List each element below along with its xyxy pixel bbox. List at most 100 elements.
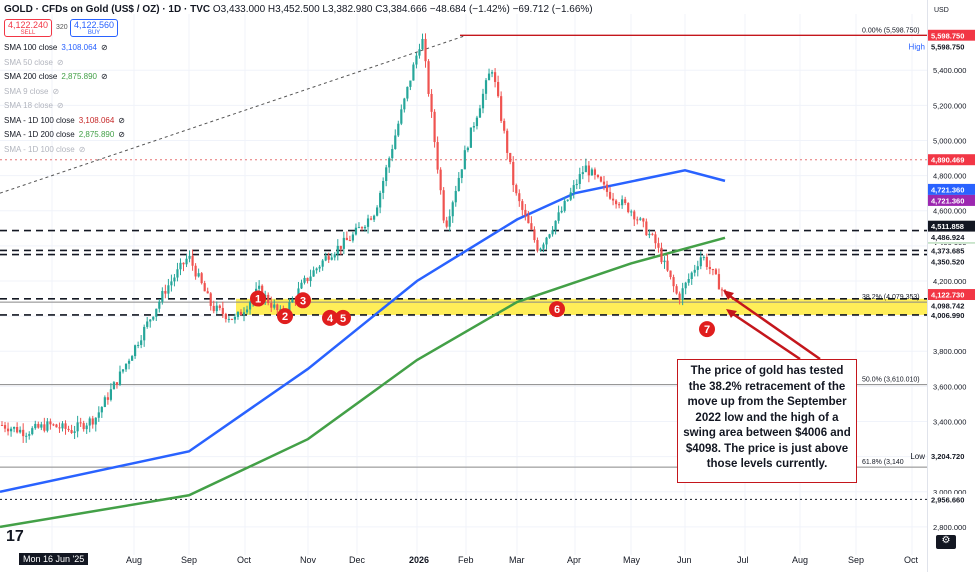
candle-body-220 <box>666 260 669 271</box>
candle-body-182 <box>551 230 554 235</box>
symbol-title[interactable]: GOLD · CFDs on Gold (US$ / OZ) · 1D · TV… <box>4 4 211 15</box>
currency-label: USD <box>934 7 949 14</box>
candle-body-65 <box>197 273 200 277</box>
candle-body-167 <box>506 130 509 153</box>
candle-body-8 <box>25 435 28 437</box>
price-tag-13: 3,204.720 <box>931 452 964 461</box>
candle-body-203 <box>614 200 618 205</box>
candle-body-5 <box>16 427 19 433</box>
visibility-eye-icon[interactable]: ⊘ <box>56 57 64 67</box>
legend-row-7[interactable]: SMA - 1D 100 close ⊘ <box>4 145 85 154</box>
candle-body-164 <box>497 81 500 97</box>
sell-label: SELL <box>20 30 36 36</box>
candle-body-2 <box>6 428 10 432</box>
price-chart[interactable]: 0.00% (5,598.750) 38.2% (4,079.353) 50.0% … <box>0 0 927 572</box>
legend-row-3[interactable]: SMA 9 close ⊘ <box>4 87 59 96</box>
chart-header: GOLD · CFDs on Gold (US$ / OZ) · 1D · TV… <box>4 4 593 15</box>
candle-body-45 <box>137 344 140 346</box>
candle-body-158 <box>478 108 482 118</box>
candle-body-173 <box>524 209 527 216</box>
candle-body-231 <box>699 257 702 267</box>
candle-body-36 <box>109 389 113 400</box>
candle-body-44 <box>134 345 137 357</box>
candle-body-51 <box>155 308 158 317</box>
tradingview-logo[interactable]: 17 <box>6 528 24 545</box>
candle-body-193 <box>584 165 587 173</box>
candle-body-229 <box>693 269 696 273</box>
x-tick-1: Aug <box>126 555 143 565</box>
candle-body-25 <box>76 422 79 432</box>
candle-body-96 <box>291 299 294 303</box>
candle-body-101 <box>306 277 309 282</box>
candle-body-29 <box>88 418 91 426</box>
visibility-eye-icon[interactable]: ⊘ <box>118 130 125 139</box>
spread-value: 320 <box>56 24 68 31</box>
settings-gear-icon[interactable]: ⚙ <box>936 535 956 549</box>
candle-body-151 <box>457 177 460 191</box>
legend-row-0[interactable]: SMA 100 close 3,108.064 ⊘ <box>4 43 108 52</box>
level-label-0: 0.00% (5,598.750) <box>862 27 920 34</box>
candle-body-61 <box>185 258 188 265</box>
candle-body-116 <box>351 234 355 241</box>
candle-body-133 <box>403 98 406 110</box>
candle-body-136 <box>412 64 415 81</box>
candle-body-235 <box>711 269 714 271</box>
candle-body-52 <box>158 301 161 309</box>
marker-5 <box>335 309 351 326</box>
candle-body-224 <box>678 293 681 300</box>
y-tick-12: 5,200.000 <box>933 101 966 110</box>
candle-body-15 <box>46 421 49 431</box>
candle-body-9 <box>28 434 31 436</box>
candle-body-42 <box>127 360 131 364</box>
candle-body-180 <box>545 237 548 245</box>
candle-body-53 <box>161 291 164 302</box>
candle-body-126 <box>382 181 385 193</box>
visibility-eye-icon[interactable]: ⊘ <box>56 101 64 110</box>
visibility-eye-icon[interactable]: ⊘ <box>78 144 86 154</box>
candle-body-215 <box>651 233 654 235</box>
legend-row-2[interactable]: SMA 200 close 2,875.890 ⊘ <box>4 72 108 81</box>
legend-row-4[interactable]: SMA 18 close ⊘ <box>4 101 64 110</box>
legend-row-5[interactable]: SMA - 1D 100 close 3,108.064 ⊘ <box>4 116 125 125</box>
price-tag-bg-12 <box>928 309 975 321</box>
legend-row-6[interactable]: SMA - 1D 200 close 2,875.890 ⊘ <box>4 130 125 139</box>
candle-body-185 <box>560 210 563 213</box>
legend-value: 3,108.064 <box>61 43 97 52</box>
candle-body-66 <box>200 273 203 284</box>
chart-plot[interactable]: 0.00% (5,598.750) 38.2% (4,079.353) 50.0% … <box>0 0 927 572</box>
candle-body-207 <box>627 203 630 213</box>
buy-button[interactable]: 4,122.560 BUY <box>70 19 118 37</box>
candle-body-11 <box>34 423 37 429</box>
buy-label: BUY <box>87 30 101 36</box>
legend-value: 3,108.064 <box>78 115 115 125</box>
x-tick-8: Mar <box>509 555 525 565</box>
candle-body-144 <box>436 142 439 170</box>
candle-body-3 <box>9 428 13 432</box>
legend-label: SMA - 1D 100 close <box>4 144 75 154</box>
visibility-eye-icon[interactable]: ⊘ <box>52 86 60 96</box>
candle-body-63 <box>191 255 194 266</box>
candle-body-195 <box>590 169 593 176</box>
candle-body-115 <box>348 240 351 242</box>
candle-body-212 <box>642 218 645 222</box>
candle-body-72 <box>218 305 221 309</box>
candle-body-82 <box>248 302 252 310</box>
candle-body-216 <box>654 234 657 244</box>
legend-row-1[interactable]: SMA 50 close ⊘ <box>4 58 64 67</box>
visibility-eye-icon[interactable]: ⊘ <box>118 115 125 125</box>
price-tag-1: 5,598.750 <box>931 42 964 51</box>
candle-body-28 <box>85 425 88 430</box>
sell-button[interactable]: 4,122.240 SELL <box>4 19 52 37</box>
candle-body-73 <box>221 308 224 314</box>
candle-body-187 <box>566 199 569 201</box>
price-scale[interactable]: USD2,800.0003,000.0003,200.0003,400.0003… <box>927 0 975 572</box>
callout-arrowhead-2 <box>726 309 737 318</box>
marker-label-2: 2 <box>282 311 288 323</box>
candle-body-197 <box>596 174 600 177</box>
visibility-eye-icon[interactable]: ⊘ <box>100 43 108 52</box>
candle-body-70 <box>212 305 215 312</box>
price-tag-bg-3 <box>928 183 975 195</box>
visibility-eye-icon[interactable]: ⊘ <box>100 72 108 81</box>
candle-body-109 <box>330 257 333 260</box>
candle-body-105 <box>318 266 321 269</box>
